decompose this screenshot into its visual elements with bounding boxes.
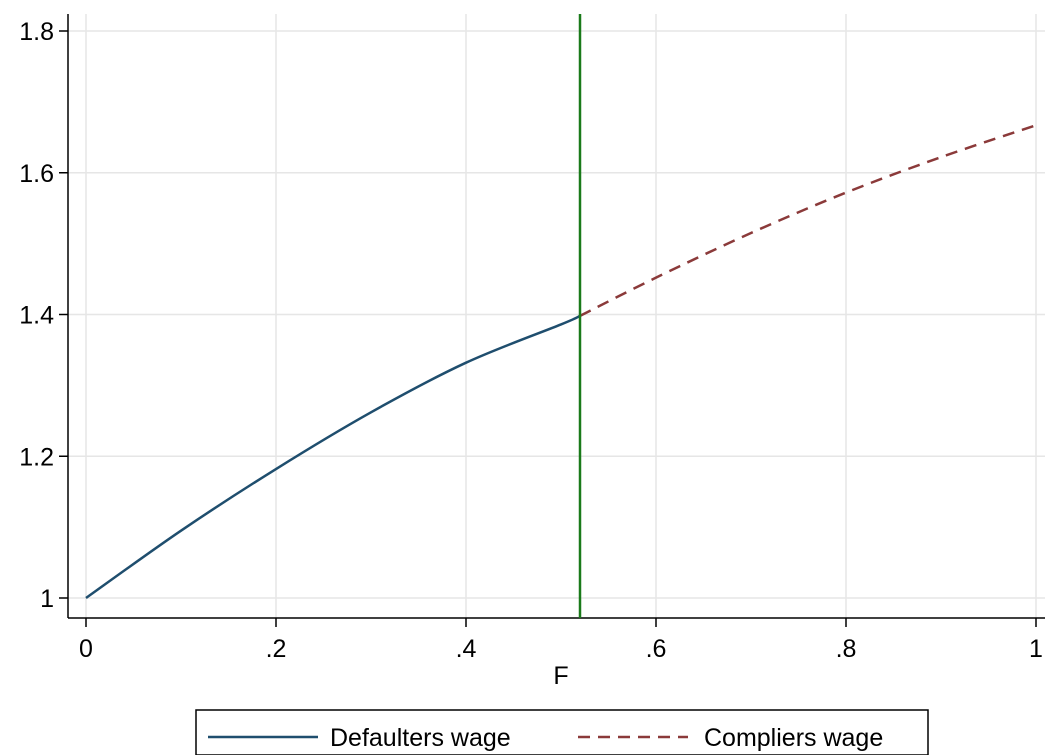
x-axis-title: F bbox=[553, 662, 568, 690]
legend: Defaulters wage Compliers wage bbox=[195, 709, 929, 755]
axes bbox=[67, 14, 1045, 619]
y-tick-label: 1 bbox=[40, 585, 54, 613]
y-tick-label: 1.8 bbox=[19, 18, 54, 46]
x-tick-label: 1 bbox=[1029, 635, 1043, 663]
x-tick-label: .2 bbox=[266, 635, 287, 663]
y-tick-label: 1.6 bbox=[19, 160, 54, 188]
x-tick-label: .8 bbox=[836, 635, 857, 663]
legend-box bbox=[195, 709, 929, 755]
x-tick-label: .6 bbox=[646, 635, 667, 663]
grid bbox=[68, 14, 1045, 618]
series-line-compliers bbox=[579, 124, 1037, 318]
x-tick-label: 0 bbox=[79, 635, 93, 663]
legend-label-compliers: Compliers wage bbox=[704, 724, 883, 752]
y-tick-label: 1.2 bbox=[19, 443, 54, 471]
series-line-defaulters bbox=[85, 314, 581, 600]
y-tick-label: 1.4 bbox=[19, 302, 54, 330]
x-tick-label: .4 bbox=[456, 635, 477, 663]
ticks: 0 .2 .4 .6 .8 1 1 1.2 1.4 1.6 1.8 bbox=[19, 18, 1043, 663]
series bbox=[85, 124, 1037, 600]
legend-label-defaulters: Defaulters wage bbox=[330, 724, 511, 752]
